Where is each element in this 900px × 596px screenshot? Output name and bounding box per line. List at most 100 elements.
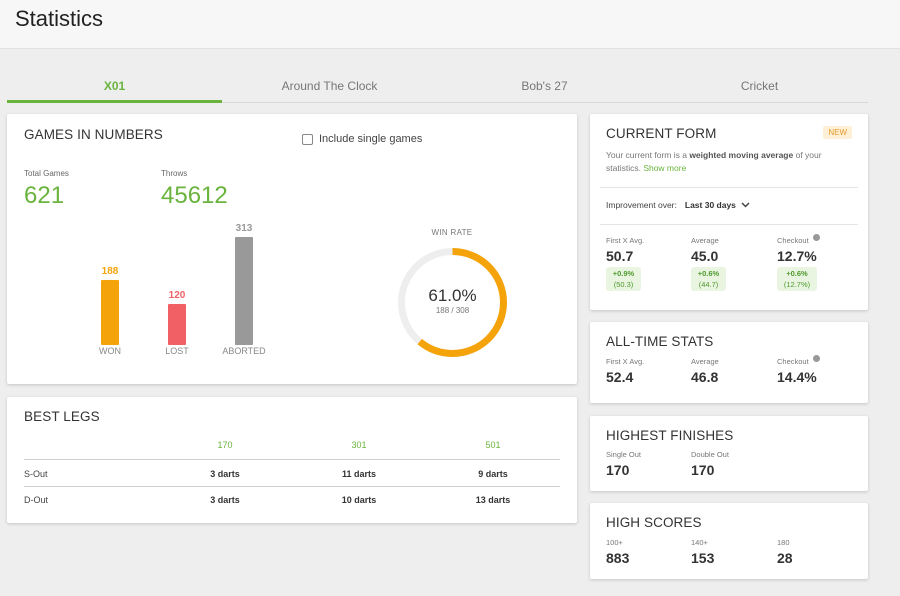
delta-previous: (44.7) [698,280,719,289]
form-desc-bold: weighted moving average [689,150,794,160]
win-rate-arc [398,248,507,357]
highest-finishes-title: HIGHEST FINISHES [606,428,734,443]
delta-previous: (50.3) [613,280,634,289]
tab-bobs-27[interactable]: Bob's 27 [521,79,568,93]
form-desc-text: of your statistics. [606,150,822,173]
all-time-stats-title: ALL-TIME STATS [606,334,714,349]
aborted-count: 313 [235,223,253,234]
aborted-label: ABORTED [222,346,266,356]
best-legs-cell: 3 darts [210,469,240,479]
aborted-bar [235,237,253,345]
game-mode-tabs: X01 Around The Clock Bob's 27 Cricket [7,70,868,103]
stat-label: First X Avg. [606,236,645,245]
won-count: 188 [101,266,119,277]
throws-value: 45612 [161,182,228,209]
stat-label-wrap: Checkout [777,234,820,245]
lost-count: 120 [168,290,186,301]
lost-label: LOST [165,346,189,356]
stat-label-wrap: Checkout [777,355,820,366]
show-more-link[interactable]: Show more [643,163,687,173]
best-legs-card: BEST LEGS 170 301 501 S-Out 3 darts 11 d… [7,397,577,523]
best-legs-title: BEST LEGS [24,409,100,424]
stat-delta: +0.6% (12.7%) [777,267,817,291]
best-legs-cell: 13 darts [475,495,511,505]
stat-value: 170 [691,462,715,478]
top-bar: Statistics [0,0,900,49]
improvement-over: Improvement over: Last 30 days [606,200,750,210]
new-badge: NEW [823,126,852,139]
total-games-label: Total Games [24,169,69,178]
stat-value: 46.8 [691,369,719,385]
stat-label: Average [691,357,719,366]
info-icon[interactable] [812,355,820,362]
stat-value: 50.7 [606,248,634,264]
stat-label: 100+ [606,538,623,547]
score-180: 180 28 [777,538,793,566]
info-icon[interactable] [812,234,820,241]
highest-finishes-card: HIGHEST FINISHES Single Out 170 Double O… [590,416,868,491]
stat-value: 28 [777,550,793,566]
best-legs-cell: 3 darts [210,495,240,505]
finish-double-out: Double Out 170 [691,450,729,478]
throws-label: Throws [161,169,188,178]
best-legs-divider [24,459,560,460]
total-games-value: 621 [24,182,65,209]
all-time-average: Average 46.8 [691,357,719,385]
games-in-numbers-title: GAMES IN NUMBERS [24,127,163,142]
all-time-first-x-avg: First X Avg. 52.4 [606,357,644,385]
stat-value: 170 [606,462,630,478]
stat-label: Checkout [777,357,809,366]
stat-value: 153 [691,550,715,566]
win-rate-fraction: 188 / 308 [435,306,470,315]
best-legs-cell: 11 darts [341,469,377,479]
finish-single-out: Single Out 170 [606,450,641,478]
stat-value: 14.4% [777,369,817,385]
best-legs-cell: 10 darts [341,495,377,505]
lost-bar [168,304,186,345]
stat-value: 45.0 [691,248,719,264]
page-title: Statistics [15,6,104,31]
improvement-period-select[interactable]: Last 30 days [685,200,750,210]
divider [600,224,858,225]
stat-value: 883 [606,550,630,566]
stat-label: Double Out [691,450,729,459]
high-scores-title: HIGH SCORES [606,515,702,530]
all-time-checkout: Checkout 14.4% [777,355,820,385]
best-legs-row-label: D-Out [24,495,49,505]
win-rate-donut [398,248,507,357]
delta-percent: +0.6% [786,269,808,278]
tab-around-the-clock[interactable]: Around The Clock [281,79,378,93]
score-100-plus: 100+ 883 [606,538,629,566]
include-single-games-label: Include single games [319,133,423,145]
best-legs-divider [24,486,560,487]
divider [600,187,858,188]
delta-percent: +0.9% [612,269,635,278]
stat-delta: +0.6% (44.7) [691,267,726,291]
include-single-games-toggle[interactable]: Include single games [302,133,422,145]
stat-label: First X Avg. [606,357,645,366]
current-form-title: CURRENT FORM [606,126,717,141]
best-legs-row-label: S-Out [24,469,48,479]
best-legs-col-301: 301 [351,440,367,450]
include-single-games-checkbox[interactable] [302,133,313,145]
delta-percent: +0.6% [697,269,720,278]
current-form-card: CURRENT FORM NEW Your current form is a … [590,114,868,310]
best-legs-col-170: 170 [217,440,233,450]
score-140-plus: 140+ 153 [691,538,714,566]
current-form-description: Your current form is a weighted moving a… [606,149,846,175]
stat-value: 52.4 [606,369,634,385]
best-legs-cell: 9 darts [478,469,508,479]
form-stat-first-x-avg: First X Avg. 50.7 +0.9% (50.3) [606,236,644,291]
form-desc-text: Your current form is a [606,150,690,160]
all-time-stats-card: ALL-TIME STATS First X Avg. 52.4 Average… [590,322,868,403]
tab-x01[interactable]: X01 [7,70,222,103]
stat-label: 140+ [691,538,708,547]
form-stat-average: Average 45.0 +0.6% (44.7) [691,236,726,291]
stat-label: 180 [777,538,790,547]
tab-cricket[interactable]: Cricket [740,79,779,93]
win-rate-percent: 61.0% [428,286,477,305]
best-legs-col-501: 501 [485,440,501,450]
won-label: WON [99,346,121,356]
high-scores-card: HIGH SCORES 100+ 883 140+ 153 180 28 [590,503,868,579]
stat-label: Single Out [606,450,642,459]
